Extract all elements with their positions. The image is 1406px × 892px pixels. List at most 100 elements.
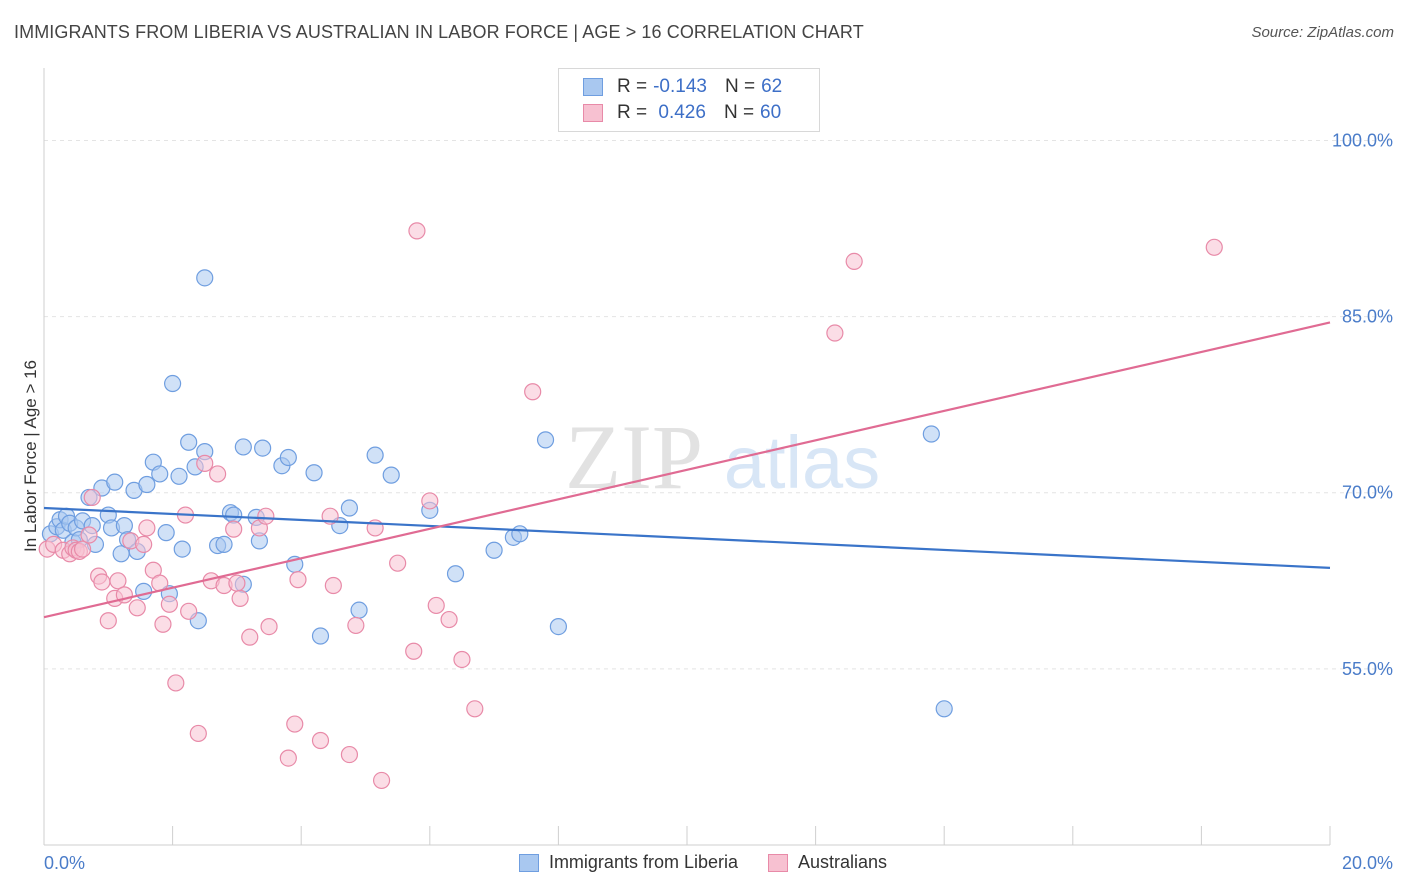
legend-r-label: R = [617,76,648,97]
point-australians [209,465,227,483]
point-australians [257,507,275,525]
point-australians [99,612,117,630]
y-tick-label: 70.0% [1342,483,1393,503]
y-axis-label: In Labor Force | Age > 16 [21,360,40,552]
point-australians [260,617,278,636]
point-australians [421,492,439,510]
point-australians [289,571,307,589]
point-australians [524,383,542,401]
point-australians [73,540,92,558]
point-australians [440,610,458,629]
point-australians [405,642,423,660]
point-liberia [138,475,156,494]
series-legend: Immigrants from Liberia Australians [0,852,1406,873]
point-liberia [164,374,182,393]
series-legend-australians: Australians [768,852,887,873]
point-liberia [215,535,233,553]
stats-legend: R = -0.143 N = 62 R = 0.426 N = 60 [558,68,820,132]
point-australians [347,616,365,635]
series-swatch-australians [768,853,788,872]
point-australians [286,715,304,733]
point-liberia [536,431,555,449]
point-australians [389,554,407,572]
point-australians [826,324,844,342]
legend-row-liberia: R = -0.143 N = 62 [583,75,782,99]
point-liberia [485,541,503,559]
grid-lines [44,139,1390,670]
point-australians [311,731,330,750]
point-liberia [173,540,191,558]
watermark: ZIP atlas [565,406,880,508]
point-australians [196,454,214,472]
legend-swatch-australians [583,104,603,122]
point-australians [160,595,178,613]
point-liberia [511,525,529,543]
legend-r-value: -0.143 [653,76,707,97]
point-liberia [549,617,568,636]
point-liberia [106,473,124,491]
point-liberia [151,465,169,483]
chart-title: IMMIGRANTS FROM LIBERIA VS AUSTRALIAN IN… [14,22,864,42]
point-liberia [446,565,465,583]
series-name-australians: Australians [798,852,888,872]
legend-row-australians: R = 0.426 N = 60 [583,101,781,125]
point-liberia [234,438,252,456]
point-liberia [366,446,384,464]
point-liberia [935,700,953,718]
watermark-zip: ZIP [565,406,703,508]
x-tick-label-max: 20.0% [1342,853,1393,873]
tick-labels: 55.0% 70.0% 85.0% 100.0% 0.0% 20.0% [44,130,1393,873]
axes [43,68,1331,846]
point-australians [231,589,249,608]
trend-line-liberia [43,506,1331,569]
point-australians [154,615,172,633]
point-liberia [115,517,133,535]
point-australians [180,602,198,620]
point-australians [279,749,297,767]
trend-lines [43,321,1331,619]
point-australians [845,252,863,271]
point-australians [324,576,342,595]
point-liberia [157,524,175,542]
point-australians [128,599,146,617]
point-australians [427,596,445,615]
legend-n-label: N = [724,76,756,97]
point-australians [466,700,484,718]
point-australians [93,573,111,591]
point-liberia [254,439,272,457]
point-australians [83,488,101,507]
point-liberia [180,433,198,451]
point-australians [408,222,426,240]
point-liberia [279,448,297,467]
point-australians [189,724,207,743]
source-label: Source: ZipAtlas.com [1251,24,1394,41]
point-liberia [170,467,188,485]
point-liberia [340,499,359,517]
point-australians [1205,238,1223,256]
series-swatch-liberia [518,853,539,872]
point-liberia [382,466,400,484]
point-liberia [196,269,214,287]
point-australians [453,650,471,669]
legend-r-value: 0.426 [653,102,706,123]
series-name-liberia: Immigrants from Liberia [548,852,738,872]
legend-n-label: N = [723,102,755,123]
point-australians [372,771,391,790]
legend-swatch-liberia [583,78,603,96]
point-liberia [135,582,153,600]
point-liberia [350,601,368,619]
point-australians [135,535,153,553]
point-australians [138,519,156,537]
point-australians [109,572,127,590]
y-tick-label: 100.0% [1332,130,1393,150]
point-australians [167,674,185,692]
legend-r-label: R = [617,102,648,123]
y-tick-label: 55.0% [1342,659,1393,679]
series-legend-liberia: Immigrants from Liberia [518,852,738,873]
point-liberia [922,425,940,443]
point-australians [225,520,243,538]
legend-n-value: 62 [761,76,783,97]
point-australians [340,745,359,764]
point-liberia [311,627,330,645]
